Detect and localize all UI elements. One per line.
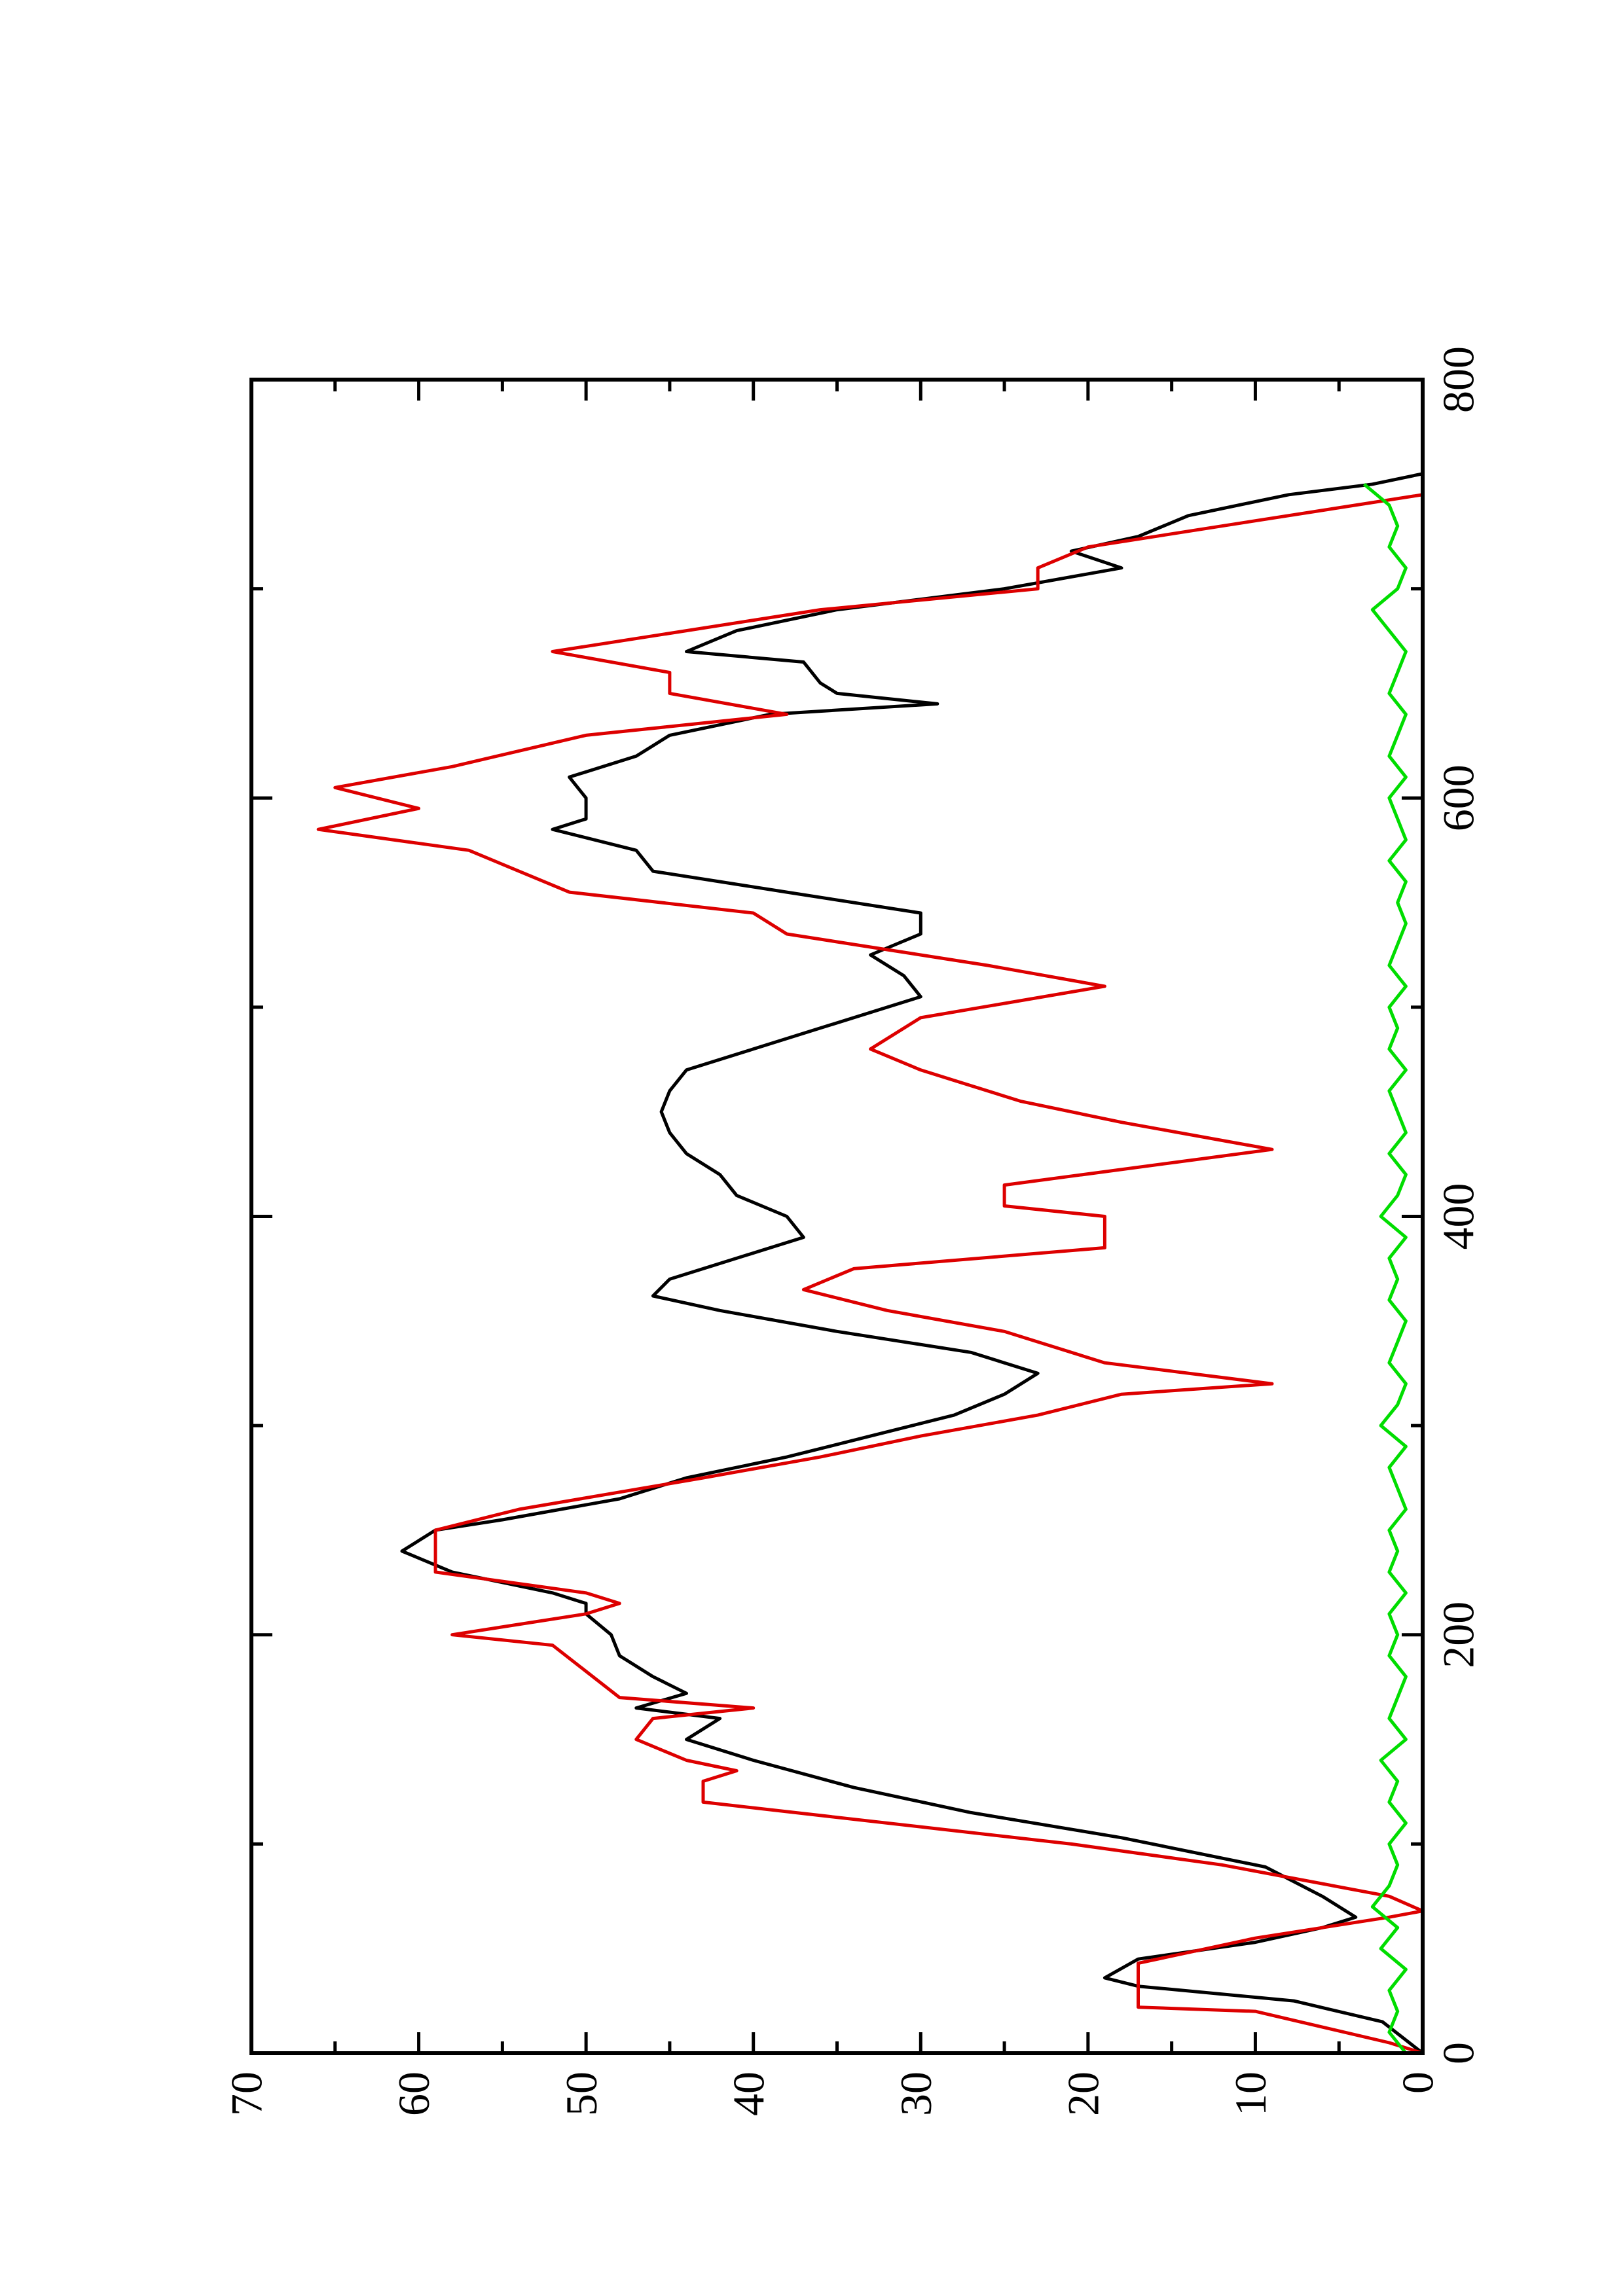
plot-frame	[249, 378, 1425, 2055]
plot-area: 0 200 400 600 800 0 10 20 30 40 50 60 70	[222, 346, 1484, 2116]
x-tick-label: 200	[1434, 1602, 1484, 1668]
x-tick-label: 800	[1434, 346, 1484, 413]
y-tick-label: 30	[891, 2072, 941, 2116]
series-line	[316, 493, 1425, 2055]
y-tick-label: 0	[1393, 2072, 1443, 2094]
x-tick-label: 400	[1434, 1183, 1484, 1250]
y-tick-label: 10	[1226, 2072, 1275, 2116]
y-tick-label: 40	[723, 2072, 773, 2116]
y-tick-label: 20	[1058, 2072, 1108, 2116]
y-tick-label: 70	[222, 2072, 272, 2116]
y-tick-label: 60	[389, 2072, 439, 2116]
y-tick-label: 50	[556, 2072, 606, 2116]
x-tick-label: 0	[1434, 2042, 1484, 2064]
x-tick-label: 600	[1434, 764, 1484, 831]
series-line	[400, 472, 1424, 2054]
series-line	[1362, 482, 1408, 2054]
